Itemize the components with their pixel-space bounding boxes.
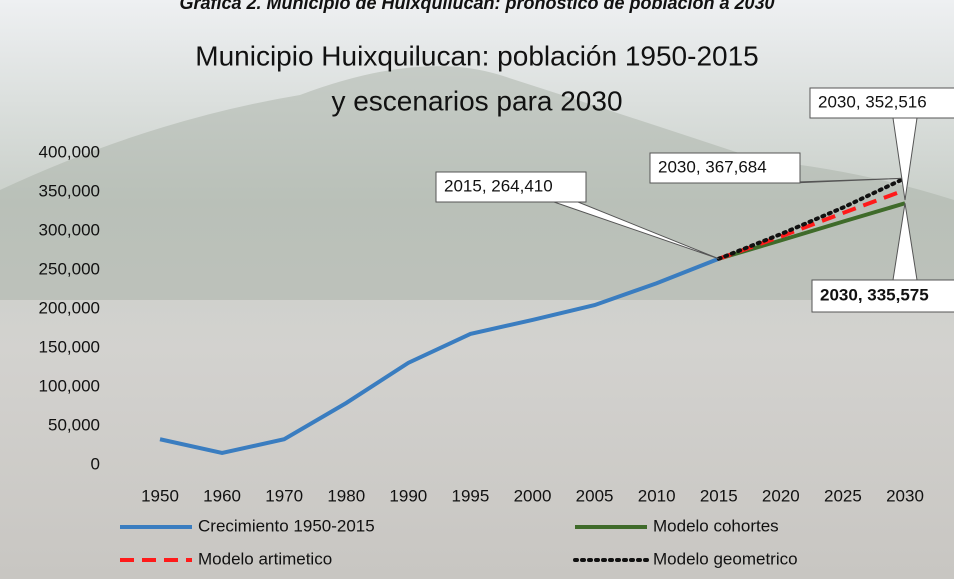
y-tick-label: 300,000 [39,220,100,239]
caption: Gráfica 2. Municipio de Huixquilucan: pr… [179,0,774,13]
legend-label: Modelo artimetico [198,549,332,568]
legend-label: Modelo cohortes [653,516,779,535]
x-tick-label: 1980 [327,486,365,505]
x-tick-label: 1990 [389,486,427,505]
y-tick-label: 200,000 [39,298,100,317]
x-tick-label: 2030 [886,486,924,505]
chart-title: Municipio Huixquilucan: población 1950-2… [195,40,759,71]
legend-label: Modelo geometrico [653,549,798,568]
annotation: 2015, 264,410 [444,176,553,195]
y-tick-label: 400,000 [39,142,100,161]
x-tick-label: 2020 [762,486,800,505]
y-tick-label: 100,000 [39,376,100,395]
y-tick-label: 0 [91,454,100,473]
chart: Gráfica 2. Municipio de Huixquilucan: pr… [0,0,954,579]
x-tick-label: 2005 [576,486,614,505]
x-tick-label: 1970 [265,486,303,505]
y-tick-label: 250,000 [39,259,100,278]
x-tick-label: 2015 [700,486,738,505]
y-tick-label: 50,000 [48,415,100,434]
annotation: 2030, 335,575 [820,285,929,304]
annotation: 2030, 367,684 [658,157,767,176]
x-tick-label: 1995 [452,486,490,505]
x-tick-label: 2025 [824,486,862,505]
chart-title: y escenarios para 2030 [331,85,622,116]
annotation: 2030, 352,516 [818,92,927,111]
legend-label: Crecimiento 1950-2015 [198,516,375,535]
x-tick-label: 2010 [638,486,676,505]
y-tick-label: 350,000 [39,181,100,200]
y-tick-label: 150,000 [39,337,100,356]
x-tick-label: 2000 [514,486,552,505]
x-tick-label: 1950 [141,486,179,505]
x-tick-label: 1960 [203,486,241,505]
